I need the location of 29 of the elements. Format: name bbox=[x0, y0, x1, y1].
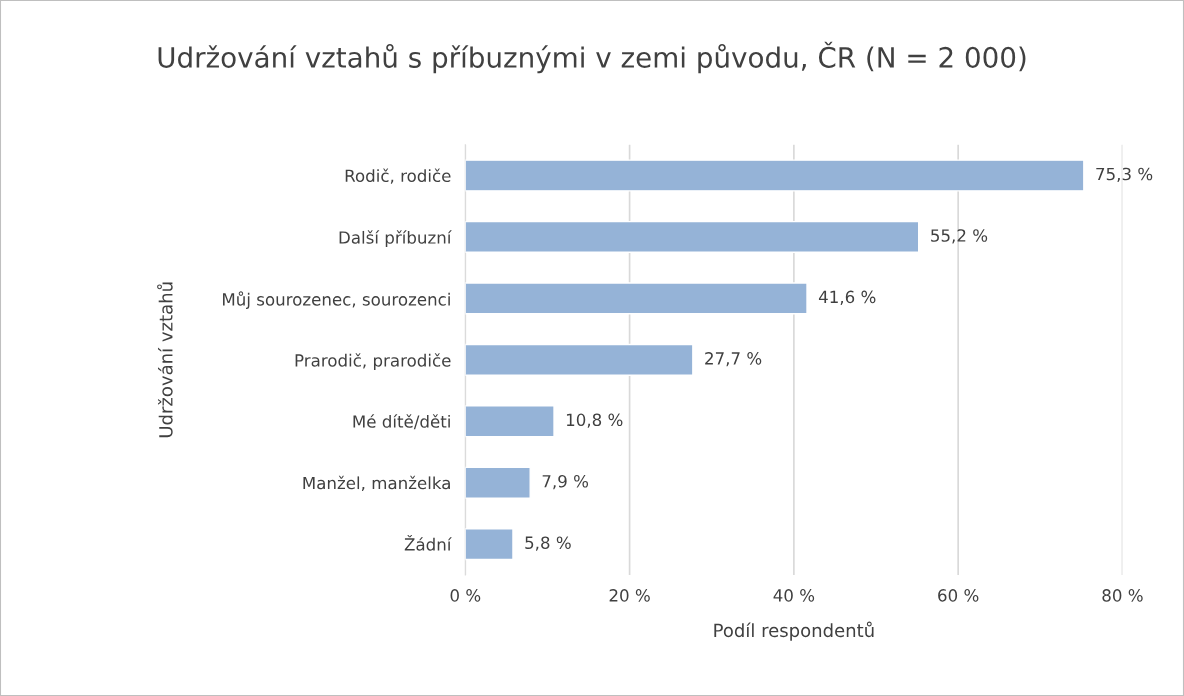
data-label: 10,8 % bbox=[566, 413, 623, 428]
x-tick-label: 60 % bbox=[938, 589, 979, 602]
bar bbox=[465, 466, 531, 499]
x-tick-label: 80 % bbox=[1102, 589, 1143, 602]
data-label: 75,3 % bbox=[1096, 167, 1153, 183]
y-tick-label: Můj sourozenec, sourozenci bbox=[223, 291, 450, 309]
y-tick-label: Mé dítě/děti bbox=[353, 414, 450, 430]
data-label: 55,2 % bbox=[931, 229, 988, 244]
data-label: 41,6 % bbox=[818, 290, 876, 305]
y-tick-label: Manžel, manželka bbox=[303, 475, 450, 491]
bar bbox=[465, 159, 1085, 192]
x-axis-title: Podíl respondentů bbox=[714, 621, 874, 641]
data-label: 5,8 % bbox=[525, 536, 571, 551]
bar bbox=[465, 528, 514, 561]
chart-title: Udržování vztahů s příbuznými v zemi původu, ČR (N = 2 000) bbox=[158, 41, 1026, 74]
y-axis-title: Udržování vztahů bbox=[157, 282, 173, 438]
y-tick-label: Prarodič, prarodiče bbox=[295, 353, 451, 370]
data-label: 27,7 % bbox=[705, 352, 762, 367]
x-tick-label: 0 % bbox=[450, 589, 481, 602]
bar bbox=[465, 405, 555, 438]
x-tick-label: 20 % bbox=[609, 589, 650, 602]
bar bbox=[465, 343, 694, 376]
x-tick-label: 40 % bbox=[773, 589, 815, 602]
y-tick-label: Další příbuzní bbox=[339, 230, 452, 248]
y-tick-label: Rodič, rodiče bbox=[345, 168, 451, 184]
y-tick-label: Žádní bbox=[404, 535, 452, 551]
data-label: 7,9 % bbox=[542, 474, 589, 490]
bar bbox=[465, 282, 808, 315]
bar bbox=[465, 220, 920, 253]
